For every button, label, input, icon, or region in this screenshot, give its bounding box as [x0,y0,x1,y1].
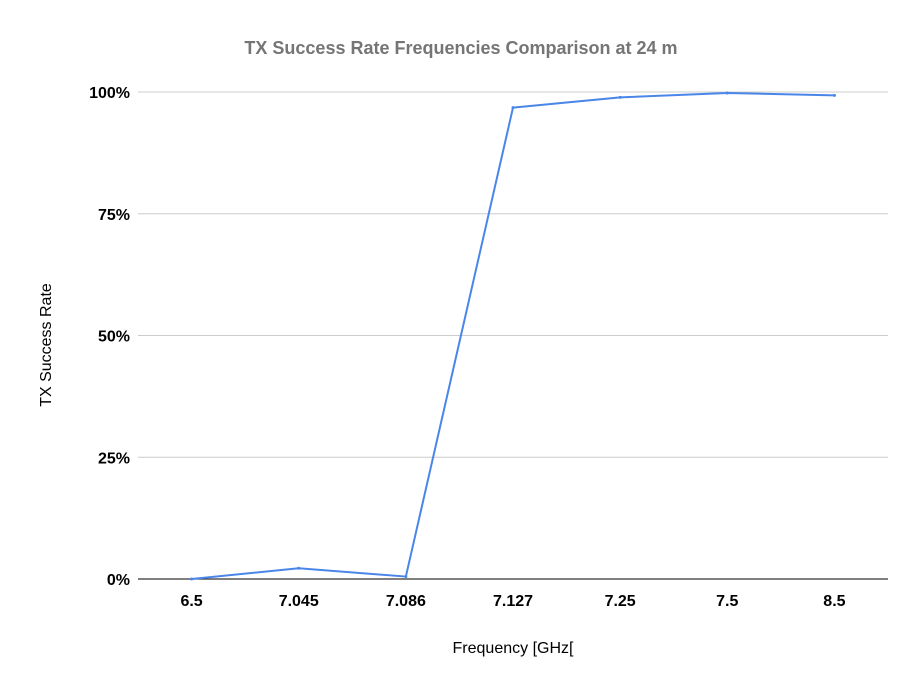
data-point [832,93,836,97]
x-tick-label: 7.127 [493,593,533,610]
series-lines [190,91,836,581]
x-axis-ticks: 6.5 7.045 7.086 7.127 7.25 7.5 8.5 [180,593,845,610]
x-tick-label: 6.5 [180,593,202,610]
data-point [511,106,515,110]
y-tick-label: 0% [107,572,130,589]
y-tick-label: 50% [98,329,130,346]
gridlines [138,91,888,580]
y-axis-ticks: 0% 25% 50% 75% 100% [89,85,130,589]
y-axis-label: TX Success Rate [38,283,55,407]
data-point [725,91,729,95]
x-tick-label: 8.5 [823,593,845,610]
x-tick-label: 7.5 [716,593,738,610]
x-tick-label: 7.045 [279,593,319,610]
x-tick-label: 7.086 [386,593,426,610]
data-point [404,575,408,579]
x-axis-label: Frequency [GHz[ [453,640,574,657]
data-point [297,566,301,570]
y-tick-label: 25% [98,450,130,467]
x-tick-label: 7.25 [605,593,636,610]
y-tick-label: 75% [98,207,130,224]
y-tick-label: 100% [89,85,130,102]
chart-title: TX Success Rate Frequencies Comparison a… [244,38,677,58]
data-point [618,95,622,99]
data-point [190,577,194,581]
